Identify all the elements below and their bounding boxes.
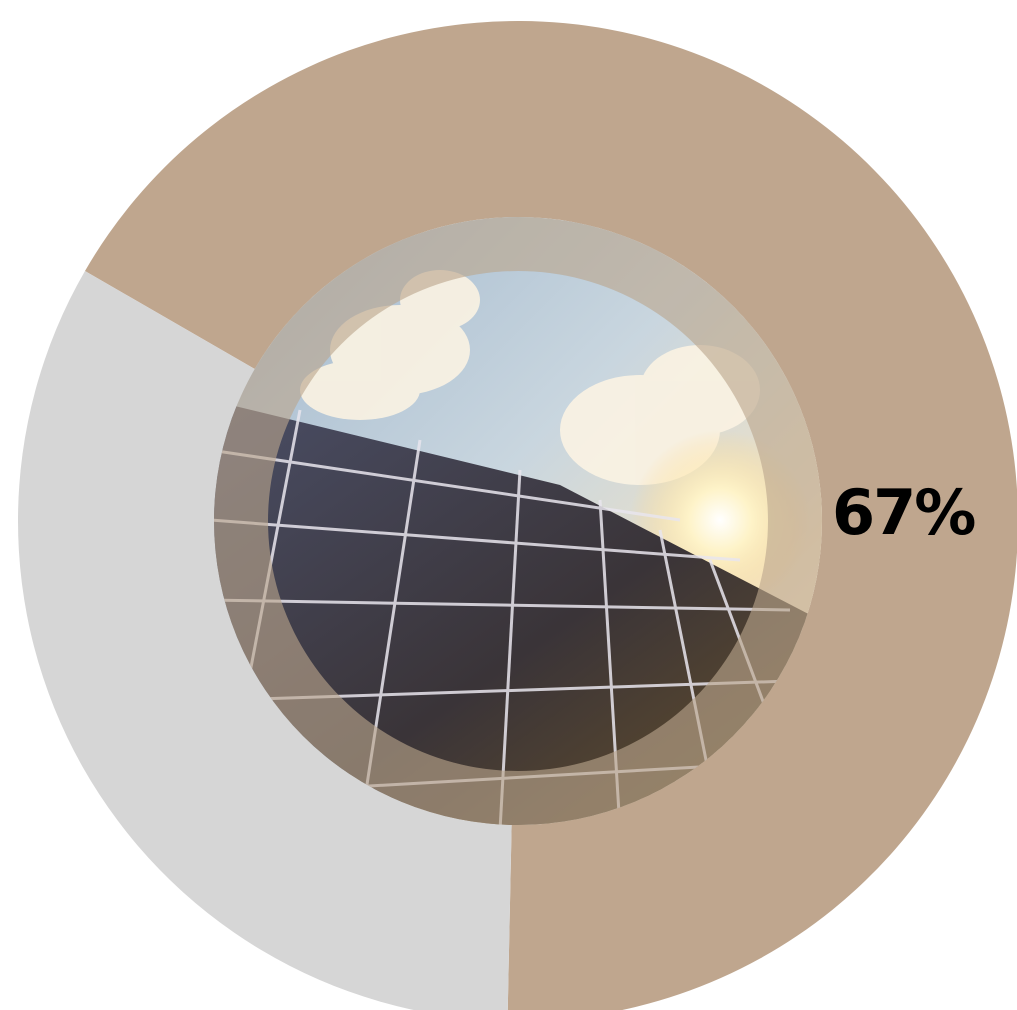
donut-slices — [18, 21, 1017, 1010]
donut-slice-0 — [84, 21, 1017, 1010]
donut-slice-1 — [18, 271, 512, 1010]
percentage-data-label: 67% — [832, 476, 976, 549]
